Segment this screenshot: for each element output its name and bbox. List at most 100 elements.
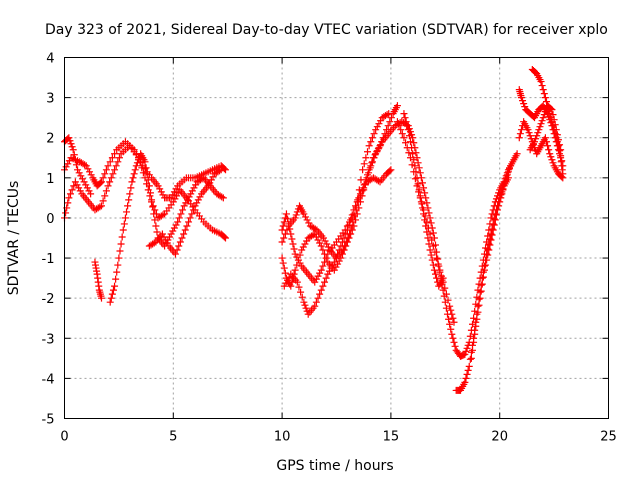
- data-point: [325, 267, 333, 275]
- data-point: [549, 159, 557, 167]
- data-point: [220, 233, 228, 241]
- data-point: [393, 102, 401, 110]
- data-point: [462, 374, 470, 382]
- data-point: [507, 162, 515, 170]
- data-point: [129, 174, 137, 182]
- data-point: [167, 194, 175, 202]
- data-point: [420, 210, 428, 218]
- data-point: [62, 163, 70, 171]
- data-point: [298, 246, 306, 254]
- data-point: [301, 240, 309, 248]
- data-point: [371, 151, 379, 159]
- data-point: [173, 246, 181, 254]
- data-point: [97, 202, 105, 210]
- data-point: [515, 134, 523, 142]
- data-point: [73, 181, 81, 189]
- data-point: [477, 281, 485, 289]
- data-point: [284, 276, 292, 284]
- data-point: [517, 126, 525, 134]
- data-point: [425, 209, 433, 217]
- data-point: [101, 170, 109, 178]
- data-point: [62, 209, 70, 217]
- data-point: [118, 233, 126, 241]
- data-point: [104, 162, 112, 170]
- data-point: [487, 236, 495, 244]
- data-point: [288, 235, 296, 243]
- data-point: [425, 240, 433, 248]
- data-point: [111, 150, 119, 158]
- data-point: [159, 191, 167, 199]
- data-point: [429, 229, 437, 237]
- data-point: [316, 290, 324, 298]
- data-point: [490, 221, 498, 229]
- data-point: [486, 241, 494, 249]
- data-point: [408, 144, 416, 152]
- data-point: [189, 206, 197, 214]
- data-point: [133, 159, 141, 167]
- data-point: [463, 344, 471, 352]
- data-point: [417, 198, 425, 206]
- data-point: [393, 118, 401, 126]
- data-point: [557, 152, 565, 160]
- data-point: [542, 138, 550, 146]
- data-point: [405, 149, 413, 157]
- data-point: [70, 151, 78, 159]
- data-point: [300, 210, 308, 218]
- data-point: [414, 159, 422, 167]
- data-point: [434, 260, 442, 268]
- data-point: [491, 216, 499, 224]
- data-point: [112, 162, 120, 170]
- data-point: [298, 293, 306, 301]
- data-point: [99, 197, 107, 205]
- data-point: [108, 290, 116, 298]
- data-point: [188, 210, 196, 218]
- data-point: [538, 82, 546, 90]
- data-point: [499, 186, 507, 194]
- data-point: [317, 286, 325, 294]
- data-points: [61, 66, 567, 394]
- data-point: [360, 184, 368, 192]
- data-point: [352, 206, 360, 214]
- data-point: [504, 168, 512, 176]
- data-point: [65, 134, 73, 142]
- data-point: [292, 211, 300, 219]
- data-point: [480, 266, 488, 274]
- data-point: [106, 178, 114, 186]
- data-point: [68, 186, 76, 194]
- data-point: [470, 314, 478, 322]
- data-point: [548, 156, 556, 164]
- data-point: [282, 279, 290, 287]
- data-point: [174, 218, 182, 226]
- data-point: [219, 194, 227, 202]
- data-point: [282, 210, 290, 218]
- data-point: [517, 94, 525, 102]
- data-point: [411, 162, 419, 170]
- data-point: [553, 131, 561, 139]
- data-point: [64, 160, 72, 168]
- data-point: [85, 187, 93, 195]
- data-point: [364, 148, 372, 156]
- data-point: [410, 139, 418, 147]
- data-point: [294, 256, 302, 264]
- data-point: [446, 302, 454, 310]
- data-point: [64, 199, 72, 207]
- data-point: [479, 273, 487, 281]
- data-point: [71, 178, 79, 186]
- data-point: [97, 294, 105, 302]
- data-point: [496, 198, 504, 206]
- data-point: [183, 196, 191, 204]
- data-point: [474, 302, 482, 310]
- data-point: [152, 222, 160, 230]
- data-point: [423, 228, 431, 236]
- data-point: [96, 203, 104, 211]
- data-point: [498, 190, 506, 198]
- data-point: [535, 126, 543, 134]
- series-track-12: [400, 110, 447, 290]
- data-point: [346, 230, 354, 238]
- data-point: [556, 147, 564, 155]
- data-point: [427, 251, 435, 259]
- data-point: [301, 301, 309, 309]
- data-point: [148, 196, 156, 204]
- data-point: [418, 204, 426, 212]
- data-point: [360, 160, 368, 168]
